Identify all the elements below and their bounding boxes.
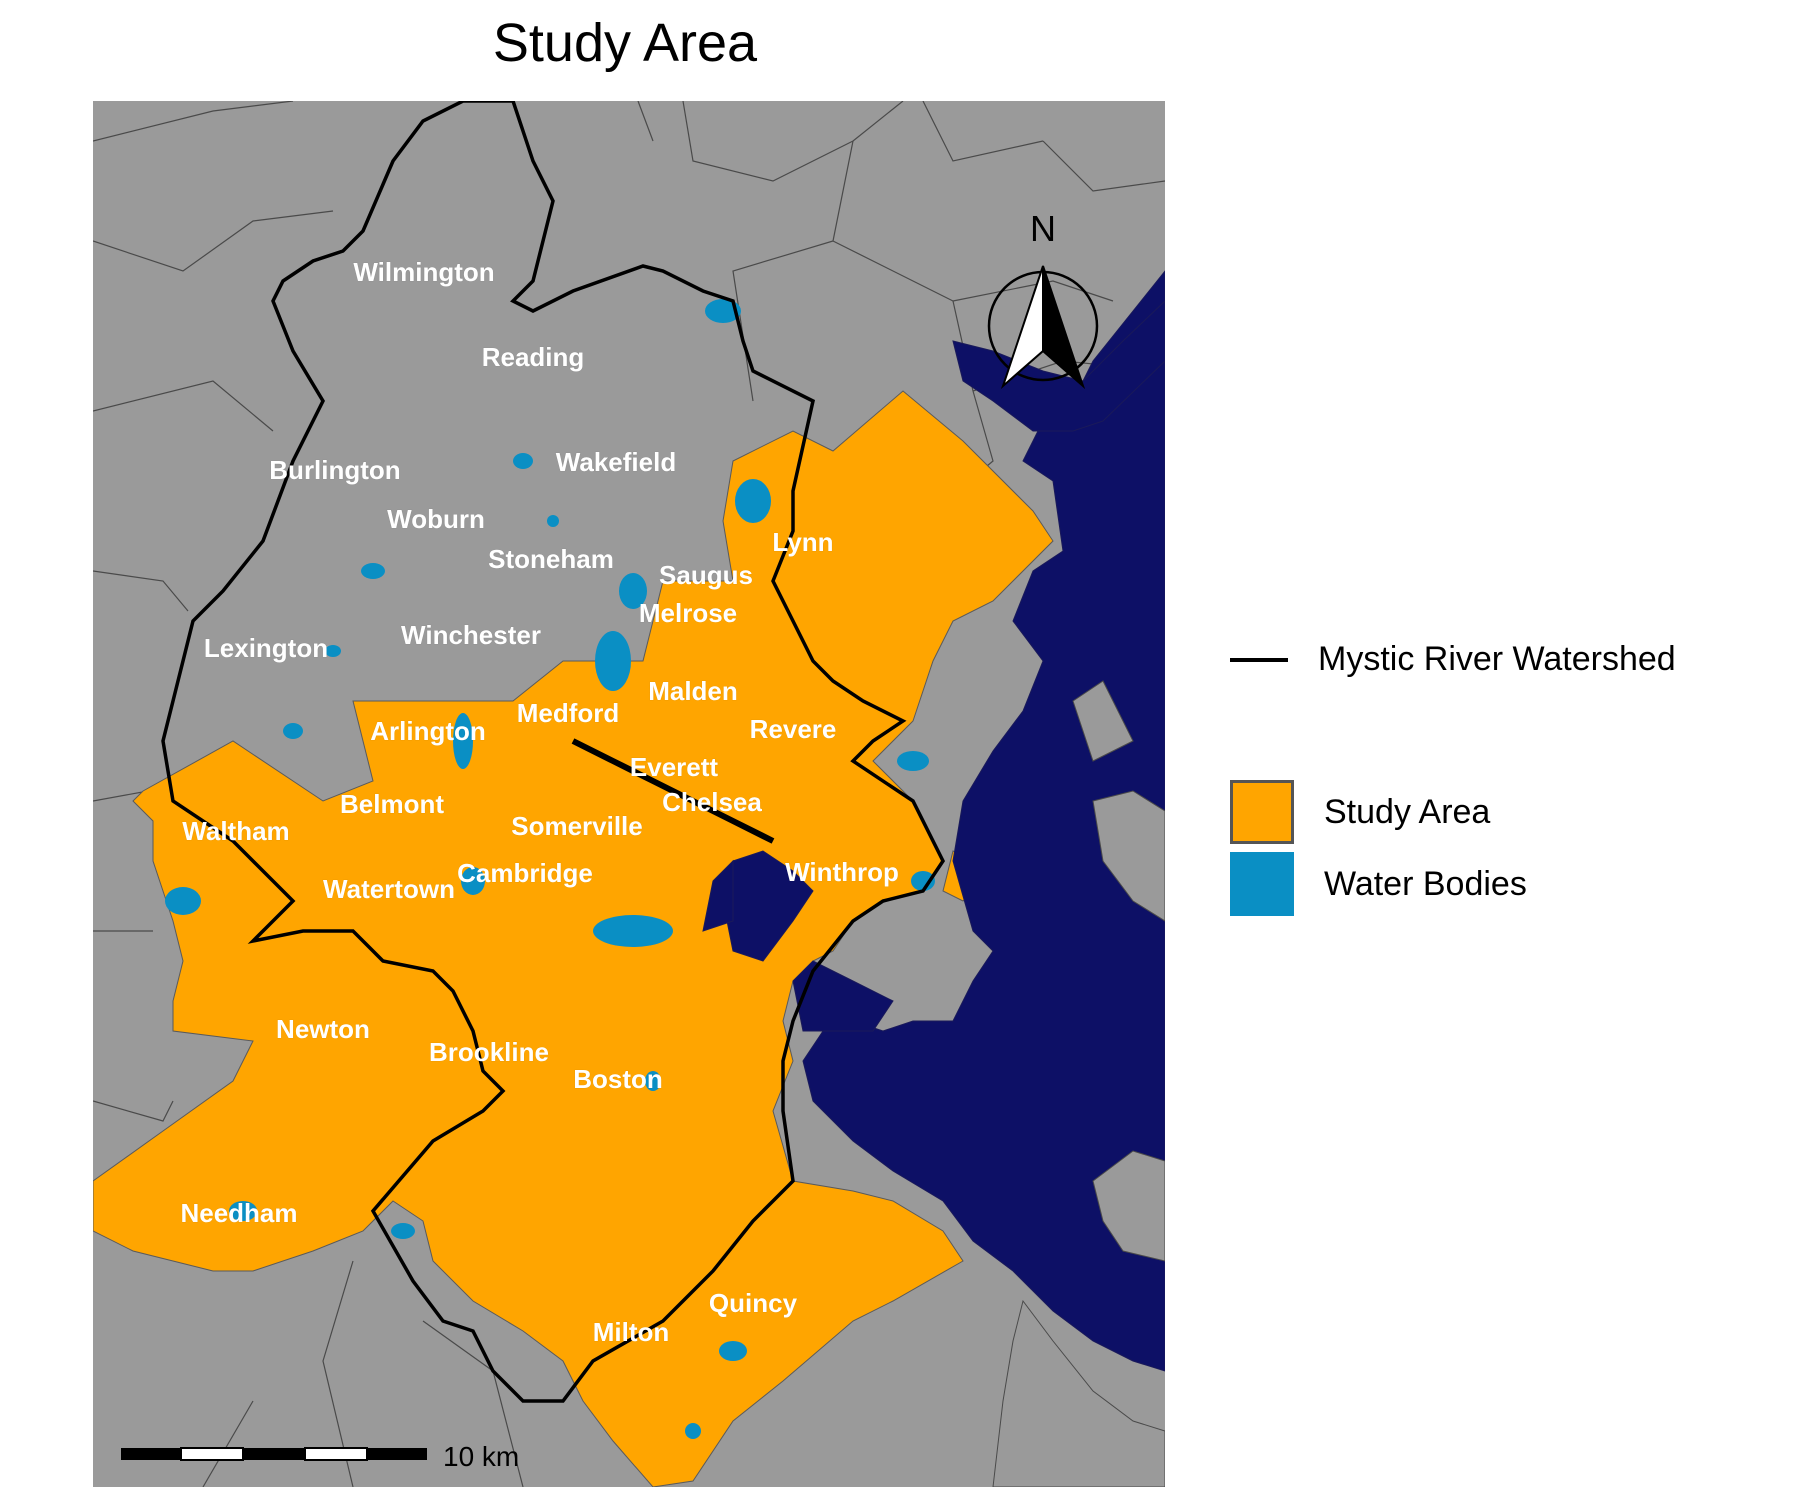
town-label-reading: Reading xyxy=(482,342,585,372)
legend-item-watershed: Mystic River Watershed xyxy=(1230,640,1676,679)
north-label: N xyxy=(1030,208,1056,249)
water-bodies xyxy=(165,299,935,1439)
town-label-cambridge: Cambridge xyxy=(457,858,593,888)
town-label-lexington: Lexington xyxy=(204,633,328,663)
mystic-river-watershed-outline xyxy=(161,101,946,1403)
town-label-winchester: Winchester xyxy=(401,620,541,650)
town-label-chelsea: Chelsea xyxy=(662,787,762,817)
mystic-river xyxy=(571,738,775,844)
town-label-burlington: Burlington xyxy=(269,455,400,485)
legend-label-water-bodies: Water Bodies xyxy=(1324,864,1527,903)
town-label-medford: Medford xyxy=(517,698,620,728)
map-title: Study Area xyxy=(492,13,758,73)
town-label-milton: Milton xyxy=(593,1317,670,1347)
watershed-line-swatch xyxy=(1230,657,1288,662)
town-label-wilmington: Wilmington xyxy=(353,257,494,287)
scale-bar-label: 10 km xyxy=(443,1441,519,1472)
scale-bar: 10 km xyxy=(121,1441,519,1472)
town-label-somerville: Somerville xyxy=(511,811,643,841)
ocean xyxy=(702,270,1165,1372)
town-label-newton: Newton xyxy=(276,1014,370,1044)
legend-label-watershed: Mystic River Watershed xyxy=(1318,640,1676,678)
town-label-needham: Needham xyxy=(180,1198,297,1228)
town-label-revere: Revere xyxy=(750,714,837,744)
town-label-stoneham: Stoneham xyxy=(488,544,614,574)
town-label-quincy: Quincy xyxy=(709,1288,798,1318)
town-label-arlington: Arlington xyxy=(370,716,486,746)
ocean-land xyxy=(992,680,1165,1487)
town-labels: Wilmington Reading Burlington Wakefield Wobu… xyxy=(180,257,899,1348)
study-area-swatch xyxy=(1230,780,1294,844)
town-label-wakefield: Wakefield xyxy=(556,447,676,477)
town-label-waltham: Waltham xyxy=(182,816,289,846)
legend-item-water-bodies: Water Bodies xyxy=(1230,852,1527,916)
town-label-melrose: Melrose xyxy=(639,598,737,628)
town-label-everett: Everett xyxy=(630,752,718,782)
legend-item-study-area: Study Area xyxy=(1230,780,1490,844)
town-label-saugus: Saugus xyxy=(659,560,753,590)
town-label-lynn: Lynn xyxy=(772,527,833,557)
north-arrow-icon: N xyxy=(987,208,1099,390)
town-label-winthrop: Winthrop xyxy=(785,857,899,887)
legend-label-study-area: Study Area xyxy=(1324,792,1491,831)
water-bodies-swatch xyxy=(1230,852,1294,916)
town-label-belmont: Belmont xyxy=(340,789,444,819)
town-label-brookline: Brookline xyxy=(429,1037,549,1067)
town-label-watertown: Watertown xyxy=(323,874,455,904)
town-label-woburn: Woburn xyxy=(387,504,485,534)
map-canvas[interactable]: Wilmington Reading Burlington Wakefield Wobu… xyxy=(93,101,1165,1487)
study-area-south-core xyxy=(93,390,1054,1487)
legend: Mystic River Watershed Study Area Water … xyxy=(1230,640,1790,970)
town-label-boston: Boston xyxy=(573,1064,663,1094)
town-label-malden: Malden xyxy=(648,676,738,706)
